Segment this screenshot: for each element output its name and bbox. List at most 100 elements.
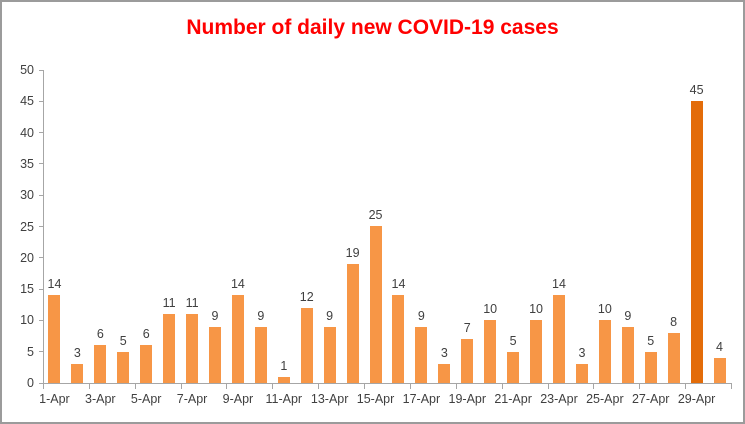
bar-6-Apr: [163, 314, 176, 383]
bar-value-label: 9: [326, 309, 334, 323]
x-axis-label: 21-Apr: [494, 392, 532, 406]
y-axis-label: 5: [27, 344, 34, 359]
bar-13-Apr: [323, 327, 336, 383]
x-axis-tick: [318, 384, 320, 389]
x-axis-label: 19-Apr: [448, 392, 487, 406]
y-axis-label: 15: [20, 282, 34, 297]
bar-12-Apr: [300, 308, 313, 383]
bar-value-label: 10: [597, 302, 612, 316]
x-axis-label: 15-Apr: [356, 392, 395, 406]
bar-18-Apr: [438, 364, 451, 383]
x-axis-tick: [364, 384, 366, 389]
bar-10-Apr: [254, 327, 267, 383]
bar-30-Apr: [713, 358, 726, 383]
bar-value-label: 6: [142, 327, 150, 341]
bar-value-label: 10: [529, 302, 544, 316]
bar-value-label: 11: [185, 296, 199, 310]
y-axis-label: 0: [27, 376, 34, 390]
x-axis-tick: [272, 384, 274, 389]
bar-value-label: 10: [483, 302, 498, 316]
bar-24-Apr: [575, 364, 588, 383]
y-axis-label: 10: [20, 313, 34, 328]
bar-value-label: 12: [299, 290, 314, 304]
bar-value-label: 7: [463, 321, 471, 335]
y-axis-label: 40: [20, 125, 34, 140]
x-axis-label: 9-Apr: [222, 392, 254, 406]
bar-27-Apr: [644, 352, 657, 383]
y-axis-label: 45: [20, 94, 34, 109]
bar-value-label: 9: [211, 309, 219, 323]
x-axis-tick: [409, 384, 411, 389]
bar-26-Apr: [621, 327, 634, 383]
bar-value-label: 9: [624, 309, 632, 323]
x-axis-tick: [547, 384, 549, 389]
x-axis-label: 13-Apr: [310, 392, 349, 406]
x-axis-tick: [455, 384, 457, 389]
x-axis-label: 29-Apr: [677, 392, 716, 406]
bar-value-label: 14: [552, 277, 566, 291]
x-axis-tick: [731, 384, 732, 389]
x-axis-tick: [501, 384, 503, 389]
bar-3-Apr: [94, 345, 107, 383]
y-axis-tick: [39, 319, 43, 321]
bar-25-Apr: [598, 320, 611, 383]
y-axis-tick: [39, 257, 43, 259]
y-axis-tick: [39, 163, 43, 165]
bar-value-label: 9: [257, 309, 265, 323]
bar-value-label: 14: [230, 277, 245, 291]
y-axis-label: 30: [20, 188, 34, 203]
bar-value-label: 4: [716, 340, 723, 354]
x-axis-label: 3-Apr: [85, 392, 116, 406]
bar-8-Apr: [209, 327, 221, 383]
bar-5-Apr: [140, 345, 153, 383]
bar-value-label: 5: [119, 334, 127, 348]
x-axis-label: 11-Apr: [265, 392, 303, 406]
y-axis-tick: [39, 382, 43, 384]
y-axis-tick: [39, 132, 43, 134]
y-axis-label: 50: [20, 63, 34, 77]
y-axis-label: 35: [20, 156, 34, 171]
bar-14-Apr: [346, 264, 359, 383]
x-axis-tick: [134, 384, 136, 389]
x-axis-label: 23-Apr: [540, 392, 578, 406]
x-axis-tick: [180, 384, 182, 389]
bar-value-label: 8: [670, 315, 678, 329]
y-axis-label: 25: [20, 219, 34, 234]
x-axis-label: 1-Apr: [39, 392, 70, 406]
bar-23-Apr: [553, 295, 565, 383]
bar-19-Apr: [461, 339, 474, 383]
bar-29-Apr: [690, 101, 703, 383]
x-axis-tick: [593, 384, 595, 389]
x-axis-label: 17-Apr: [402, 392, 441, 406]
bar-value-label: 1: [280, 359, 288, 373]
bar-value-label: 11: [162, 296, 176, 310]
bar-21-Apr: [507, 352, 520, 383]
y-axis-label: 20: [20, 250, 34, 265]
x-axis-tick: [685, 384, 687, 389]
x-axis-tick: [639, 384, 641, 389]
bar-value-label: 3: [73, 346, 81, 360]
y-axis-tick: [39, 288, 43, 290]
plot-area: [43, 70, 732, 384]
bar-value-label: 14: [47, 277, 62, 291]
bar-11-Apr: [277, 377, 290, 383]
bar-4-Apr: [117, 352, 130, 383]
y-axis-tick: [39, 69, 43, 71]
bar-value-label: 3: [440, 346, 448, 360]
x-axis-label: 25-Apr: [586, 392, 624, 406]
bar-value-label: 5: [509, 334, 517, 348]
y-axis-tick: [39, 194, 43, 196]
x-axis-tick: [226, 384, 228, 389]
y-axis-tick: [39, 100, 43, 102]
bar-value-label: 45: [689, 83, 704, 97]
bar-value-label: 14: [391, 277, 406, 291]
chart-title: Number of daily new COVID-19 cases: [186, 16, 559, 39]
bar-17-Apr: [415, 327, 428, 383]
bar-7-Apr: [186, 314, 199, 383]
bar-16-Apr: [392, 295, 405, 383]
bar-1-Apr: [48, 295, 61, 383]
x-axis-label: 5-Apr: [130, 392, 162, 406]
x-axis-tick: [88, 384, 90, 389]
bar-20-Apr: [484, 320, 497, 383]
bar-value-label: 6: [96, 327, 104, 341]
